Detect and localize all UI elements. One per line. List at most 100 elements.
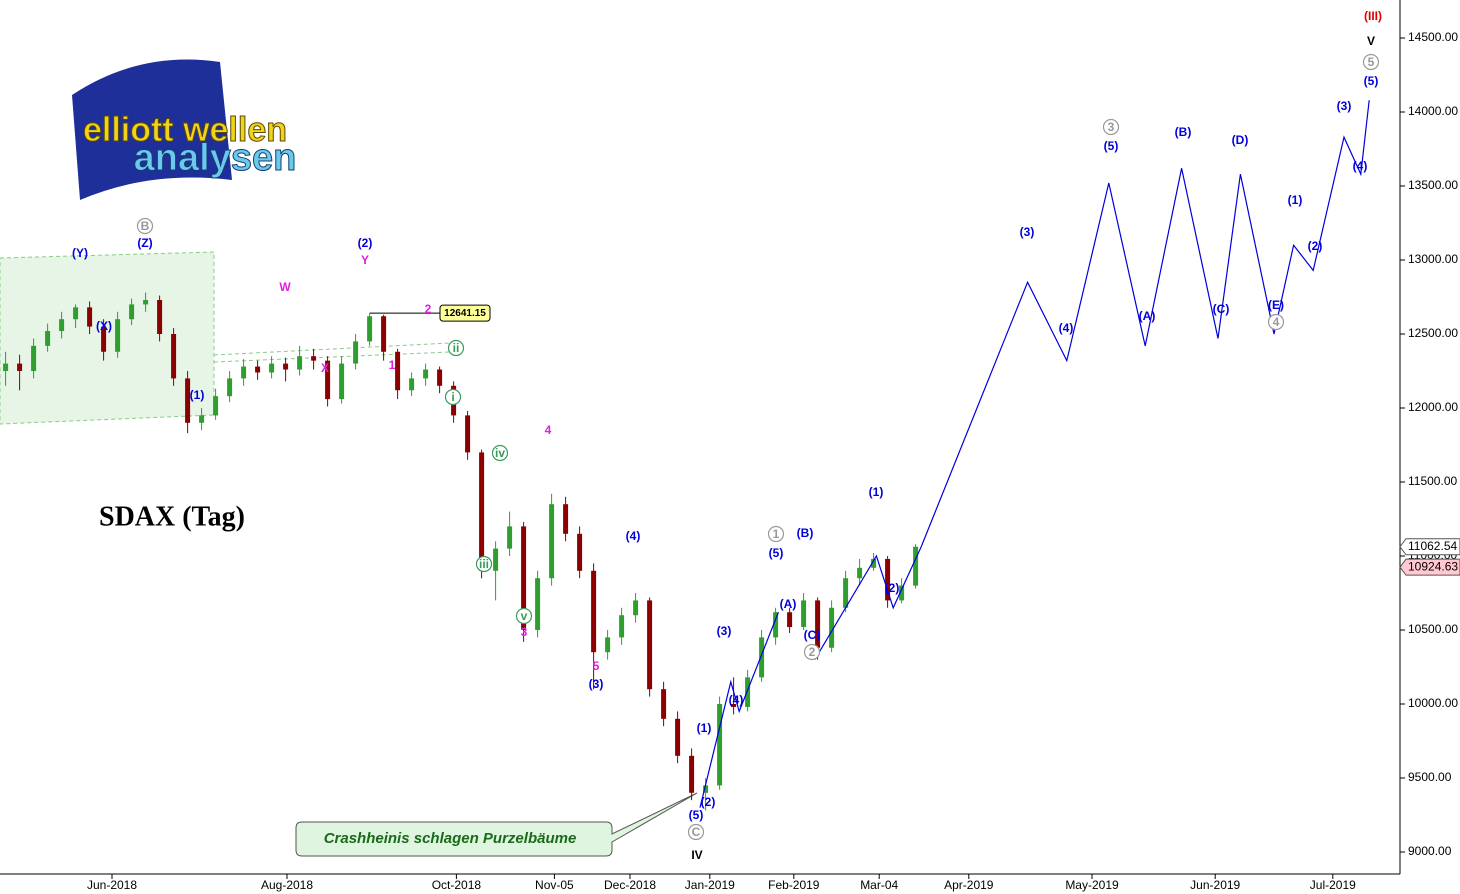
wave-label: (5) — [1364, 74, 1379, 88]
y-tick-label: 12500.00 — [1408, 326, 1458, 340]
wave-label: (2) — [701, 795, 716, 809]
channel-line — [213, 342, 451, 356]
candle-body — [423, 369, 429, 379]
wave-label: (1) — [1288, 193, 1303, 207]
candle-body — [493, 548, 499, 571]
candle-body — [269, 363, 275, 373]
wave-label: (5) — [1104, 139, 1119, 153]
wave-label: ii — [453, 341, 460, 355]
candle-body — [815, 600, 821, 648]
wave-label: W — [279, 280, 291, 294]
y-tick-label: 12000.00 — [1408, 400, 1458, 414]
candle-body — [885, 558, 891, 601]
candle-body — [59, 319, 65, 332]
wave-label: (Y) — [72, 246, 88, 260]
y-tick-label: 9000.00 — [1408, 844, 1452, 858]
candle-body — [689, 755, 695, 793]
candle-body — [339, 363, 345, 400]
candle-body — [45, 331, 51, 346]
candle-body — [563, 504, 569, 534]
wave-label: 2 — [425, 302, 432, 316]
wave-label: (3) — [1337, 99, 1352, 113]
candle-body — [759, 637, 765, 678]
wave-circle — [1362, 53, 1380, 71]
candle-body — [283, 363, 289, 370]
wave-label: (E) — [1268, 298, 1284, 312]
y-tick-label: 13000.00 — [1408, 252, 1458, 266]
wave-label: iv — [495, 446, 505, 460]
wave-label: i — [451, 390, 454, 404]
y-tick-label: 10000.00 — [1408, 696, 1458, 710]
x-tick-label: Apr-2019 — [944, 878, 994, 892]
candle-body — [157, 299, 163, 334]
wave-label: (C) — [1213, 302, 1230, 316]
y-tick-label: 14000.00 — [1408, 104, 1458, 118]
wave-label: 3 — [1108, 120, 1115, 134]
marked-high-box — [439, 304, 491, 322]
logo-text: elliott wellen — [83, 111, 287, 149]
wave-label: (1) — [869, 485, 884, 499]
candle-body — [129, 304, 135, 320]
candle-body — [395, 351, 401, 391]
candle-body — [857, 567, 863, 579]
channel — [0, 251, 215, 425]
wave-label: (A) — [1139, 309, 1156, 323]
wave-circle — [444, 388, 462, 406]
candle-body — [843, 578, 849, 608]
candle-body — [17, 363, 23, 371]
wave-label: IV — [691, 848, 702, 862]
wave-circle — [687, 823, 705, 841]
wave-label: (2) — [358, 236, 373, 250]
logo-text: analysen — [134, 137, 297, 179]
wave-label: 5 — [593, 659, 600, 673]
candle-body — [633, 600, 639, 616]
candle-body — [675, 718, 681, 756]
candle-body — [591, 570, 597, 653]
wave-label: (4) — [729, 693, 744, 707]
wave-label: (4) — [626, 529, 641, 543]
wave-label: (III) — [1364, 9, 1382, 23]
wave-circle — [515, 607, 533, 625]
candle-body — [731, 704, 737, 707]
candle-body — [73, 307, 79, 320]
wave-label: (A) — [780, 597, 797, 611]
candle-body — [437, 369, 443, 386]
wave-label: C — [692, 825, 701, 839]
candle-body — [115, 319, 121, 352]
wave-label: (3) — [589, 677, 604, 691]
wave-label: (Z) — [137, 236, 152, 250]
x-tick-label: Oct-2018 — [432, 878, 482, 892]
wave-circle — [1102, 118, 1120, 136]
wave-label: X — [321, 361, 329, 375]
wave-label: (B) — [797, 526, 814, 540]
candle-body — [871, 558, 877, 568]
y-tick-label: 9500.00 — [1408, 770, 1452, 784]
wave-label: 3 — [521, 625, 528, 639]
wave-circle — [491, 444, 509, 462]
candle-body — [703, 785, 709, 793]
x-tick-label: Jun-2018 — [87, 878, 137, 892]
candle-body — [605, 637, 611, 653]
candle-body — [577, 533, 583, 571]
candle-body — [409, 378, 415, 391]
y-tick-label: 14500.00 — [1408, 30, 1458, 44]
candle-body — [787, 612, 793, 628]
candle-body — [717, 704, 723, 786]
callout-box — [295, 792, 698, 857]
x-tick-label: Jul-2019 — [1310, 878, 1356, 892]
wave-label: (2) — [885, 581, 900, 595]
wave-label: 4 — [545, 423, 552, 437]
y-tick-label: 10500.00 — [1408, 622, 1458, 636]
y-tick-label: 13500.00 — [1408, 178, 1458, 192]
candle-body — [801, 600, 807, 628]
wave-circle — [475, 555, 493, 573]
wave-label: 5 — [1368, 55, 1375, 69]
wave-label: (C) — [804, 628, 821, 642]
candle-body — [297, 356, 303, 370]
candle-body — [773, 612, 779, 638]
wave-label: (1) — [190, 388, 205, 402]
wave-label: B — [141, 219, 150, 233]
candle-body — [619, 615, 625, 638]
candle-body — [745, 677, 751, 707]
